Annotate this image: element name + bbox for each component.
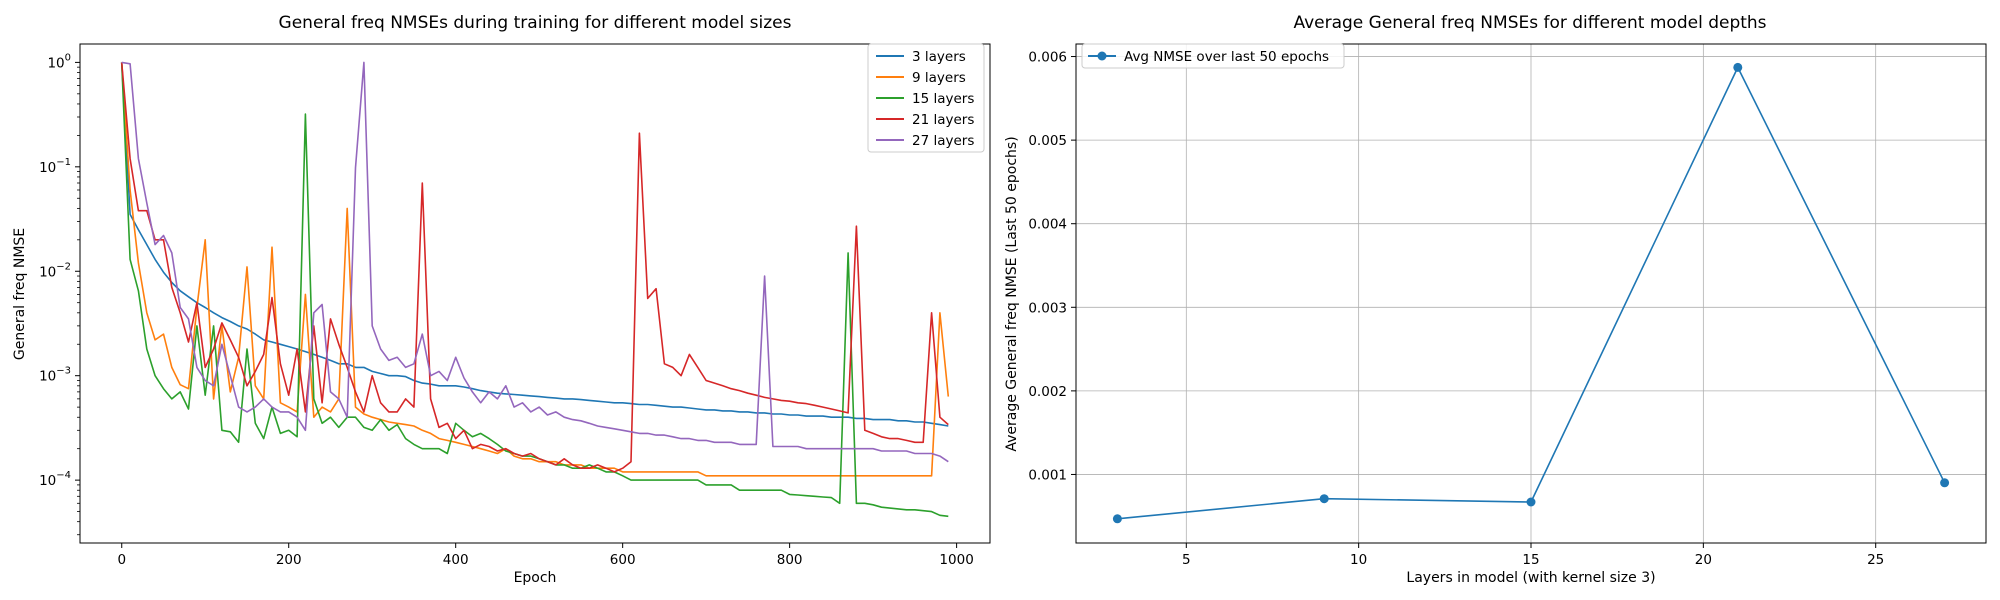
right-legend-box <box>1081 43 1345 69</box>
right-plot-frame <box>1075 43 1987 544</box>
left-x-ticks: 0 200 400 600 800 1000 <box>117 543 974 568</box>
left-y-tick-label: 10−2 <box>39 261 71 280</box>
training-nmse-panel: General freq NMSEs during training for d… <box>12 13 991 586</box>
right-x-tick-label: 15 <box>1522 552 1539 568</box>
left-y-tick-base: 10 <box>47 55 64 71</box>
left-y-tick-base: 10 <box>39 160 56 176</box>
legend-label-15-layers: 15 layers <box>912 91 974 107</box>
right-x-tick-label: 20 <box>1695 552 1712 568</box>
right-y-ticks: 0.001 0.002 0.003 0.004 0.005 0.006 <box>1028 50 1076 483</box>
series-line-9-layers <box>120 62 950 477</box>
depth-average-panel: Average General freq NMSEs for different… <box>1004 13 1987 586</box>
avg-nmse-point <box>1526 497 1536 507</box>
right-legend: Avg NMSE over last 50 epochs <box>1081 43 1345 69</box>
left-y-tick-exponent: 0 <box>65 52 71 63</box>
left-x-tick-label: 600 <box>610 552 636 568</box>
left-x-tick-label: 0 <box>117 552 126 568</box>
left-y-tick-label: 10−1 <box>39 157 71 176</box>
legend-label-avg-nmse: Avg NMSE over last 50 epochs <box>1124 49 1329 65</box>
right-x-axis-label: Layers in model (with kernel size 3) <box>1406 570 1655 586</box>
left-plot-frame <box>79 43 991 544</box>
right-y-tick-label: 0.005 <box>1028 133 1067 149</box>
series-line-21-layers <box>120 62 949 473</box>
right-y-tick-label: 0.006 <box>1028 50 1067 66</box>
left-x-tick-label: 1000 <box>939 552 973 568</box>
avg-nmse-point <box>1112 514 1122 524</box>
right-chart-title: Average General freq NMSEs for different… <box>1293 13 1766 33</box>
series-line-3-layers <box>120 62 949 427</box>
right-y-tick-label: 0.001 <box>1028 467 1067 483</box>
legend-label-27-layers: 27 layers <box>912 133 974 149</box>
left-y-tick-base: 10 <box>39 473 56 489</box>
left-chart-title: General freq NMSEs during training for d… <box>279 13 792 33</box>
left-y-tick-exponent: −3 <box>56 366 71 377</box>
avg-nmse-point <box>1319 494 1329 504</box>
right-y-axis-label: Average General freq NMSE (Last 50 epoch… <box>1004 136 1020 451</box>
right-series-line <box>1112 62 1950 524</box>
left-y-tick-label: 10−3 <box>39 366 71 385</box>
left-series-lines <box>120 61 950 518</box>
legend-marker-avg-nmse <box>1097 51 1107 61</box>
left-y-tick-label: 100 <box>47 52 71 71</box>
left-legend-box <box>867 43 985 153</box>
left-legend: 3 layers 9 layers 15 layers 21 layers 27 lay… <box>867 43 985 153</box>
left-x-axis-label: Epoch <box>514 570 557 586</box>
avg-nmse-point <box>1733 62 1743 72</box>
legend-label-3-layers: 3 layers <box>912 49 966 65</box>
right-x-ticks: 5 10 15 20 25 <box>1182 543 1884 568</box>
right-gridlines <box>1076 44 1986 543</box>
series-line-27-layers <box>121 61 949 463</box>
right-y-tick-label: 0.003 <box>1028 300 1067 316</box>
left-y-tick-exponent: −4 <box>56 470 71 481</box>
avg-nmse-point <box>1940 478 1950 488</box>
left-x-tick-label: 800 <box>777 552 803 568</box>
left-y-tick-label: 10−4 <box>39 470 71 489</box>
right-x-tick-label: 25 <box>1867 552 1884 568</box>
legend-label-21-layers: 21 layers <box>912 112 974 128</box>
right-x-tick-label: 10 <box>1350 552 1367 568</box>
left-x-tick-label: 400 <box>443 552 469 568</box>
left-y-tick-exponent: −2 <box>56 261 71 272</box>
left-y-tick-base: 10 <box>39 264 56 280</box>
left-y-tick-exponent: −1 <box>56 157 71 168</box>
right-y-tick-label: 0.004 <box>1028 217 1067 233</box>
series-line-15-layers <box>120 62 949 518</box>
legend-label-9-layers: 9 layers <box>912 70 966 86</box>
left-y-tick-base: 10 <box>39 369 56 385</box>
right-x-tick-label: 5 <box>1182 552 1191 568</box>
right-y-tick-label: 0.002 <box>1028 384 1067 400</box>
left-x-tick-label: 200 <box>276 552 302 568</box>
left-y-axis-label: General freq NMSE <box>12 228 28 360</box>
